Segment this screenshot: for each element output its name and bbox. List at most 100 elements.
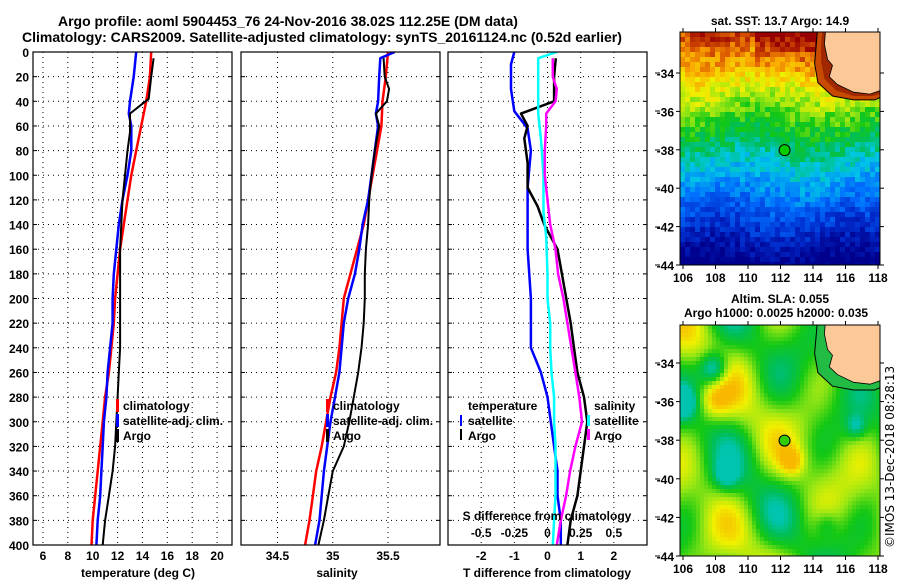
map-cell — [696, 377, 701, 382]
map-cell — [710, 232, 716, 238]
map-cell — [840, 242, 846, 248]
map-cell — [820, 97, 826, 103]
map-cell — [815, 82, 821, 88]
map-cell — [696, 513, 701, 518]
map-cell — [852, 493, 857, 498]
salinity-legend: climatology satellite-adj. clim. Argo — [326, 399, 433, 443]
map-cell — [692, 513, 697, 518]
map-cell — [872, 433, 877, 438]
map-cell — [784, 385, 789, 390]
map-cell — [684, 401, 689, 406]
map-cell — [792, 537, 797, 542]
map-cell — [870, 172, 876, 178]
map-cell — [710, 127, 716, 133]
map-cell — [870, 247, 876, 253]
map-cell — [795, 77, 801, 83]
map-cell — [720, 373, 725, 378]
map-cell — [715, 257, 721, 263]
map-cell — [680, 513, 685, 518]
map-cell — [696, 429, 701, 434]
map-cell — [830, 222, 836, 228]
map-cell — [685, 72, 691, 78]
map-cell — [720, 457, 725, 462]
map-cell — [720, 52, 726, 58]
map-cell — [712, 497, 717, 502]
map-cell — [800, 373, 805, 378]
map-cell — [868, 397, 873, 402]
map-cell — [768, 477, 773, 482]
map-cell — [710, 247, 716, 253]
map-cell — [744, 485, 749, 490]
map-cell — [780, 112, 786, 118]
map-cell — [744, 337, 749, 342]
y-tick-label: 260 — [9, 366, 29, 380]
map-cell — [720, 242, 726, 248]
map-cell — [740, 147, 746, 153]
map-cell — [765, 172, 771, 178]
map-cell — [824, 425, 829, 430]
map-cell — [748, 461, 753, 466]
map-cell — [856, 513, 861, 518]
map-cell — [848, 509, 853, 514]
map-cell — [784, 381, 789, 386]
map-cell — [776, 449, 781, 454]
map-cell — [765, 57, 771, 63]
map-cell — [780, 393, 785, 398]
map-cell — [745, 62, 751, 68]
map-cell — [736, 353, 741, 358]
map-cell — [755, 57, 761, 63]
map-cell — [824, 537, 829, 542]
map-cell — [868, 521, 873, 526]
map-cell — [870, 252, 876, 258]
map-cell — [820, 192, 826, 198]
map-cell — [720, 107, 726, 113]
map-cell — [800, 393, 805, 398]
map-cell — [848, 521, 853, 526]
map-cell — [755, 157, 761, 163]
map-cell — [816, 477, 821, 482]
map-cell — [728, 413, 733, 418]
map-cell — [805, 187, 811, 193]
map-cell — [870, 112, 876, 118]
map-cell — [748, 337, 753, 342]
map-cell — [760, 82, 766, 88]
map-cell — [700, 433, 705, 438]
map-cell — [875, 162, 880, 168]
map-cell — [775, 242, 781, 248]
map-cell — [872, 533, 877, 538]
map-cell — [696, 469, 701, 474]
map-cell — [805, 112, 811, 118]
map-cell — [855, 167, 861, 173]
map-cell — [764, 413, 769, 418]
map-cell — [756, 517, 761, 522]
map-cell — [696, 453, 701, 458]
map-cell — [840, 262, 846, 265]
map-cell — [805, 42, 811, 48]
map-cell — [840, 212, 846, 218]
map-cell — [840, 417, 845, 422]
map-cell — [735, 97, 741, 103]
map-cell — [705, 37, 711, 43]
map-cell — [740, 409, 745, 414]
map-cell — [805, 247, 811, 253]
map-cell — [784, 425, 789, 430]
map-cell — [680, 537, 685, 542]
map-cell — [715, 112, 721, 118]
map-cell — [792, 369, 797, 374]
map-cell — [808, 505, 813, 510]
map-cell — [680, 47, 686, 53]
map-cell — [760, 389, 765, 394]
map-cell — [850, 172, 856, 178]
map-cell — [760, 37, 766, 43]
map-cell — [740, 517, 745, 522]
map-cell — [695, 82, 701, 88]
map-cell — [815, 142, 821, 148]
map-cell — [876, 413, 880, 418]
map-cell — [750, 57, 756, 63]
map-cell — [688, 501, 693, 506]
map-cell — [692, 441, 697, 446]
map-cell — [756, 397, 761, 402]
map-cell — [680, 405, 685, 410]
map-cell — [800, 365, 805, 370]
map-cell — [772, 445, 777, 450]
